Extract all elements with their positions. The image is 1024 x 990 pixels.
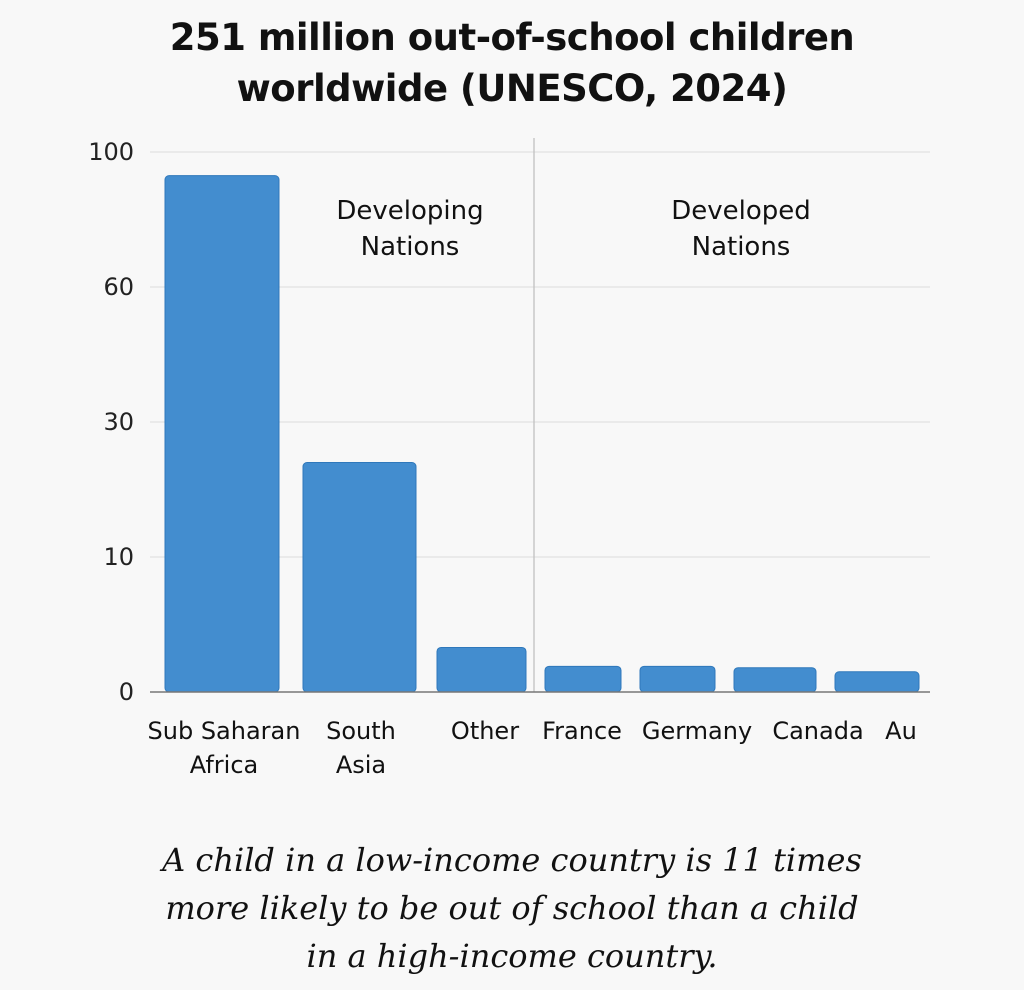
x-tick-label: Canada bbox=[772, 717, 864, 745]
bar bbox=[639, 665, 716, 693]
bar bbox=[302, 462, 417, 693]
annotation-developing: Developing Nations bbox=[336, 196, 484, 262]
y-tick-label: 60 bbox=[103, 273, 134, 301]
bar bbox=[436, 646, 527, 693]
x-tick-label: Germany bbox=[641, 717, 753, 745]
bar bbox=[733, 667, 817, 693]
y-tick-label: 0 bbox=[118, 678, 134, 706]
annotation-developed: Developed Nations bbox=[671, 196, 811, 262]
x-tick-label: Sub Saharan Africa bbox=[147, 717, 301, 779]
y-tick-label: 100 bbox=[88, 138, 134, 166]
x-tick-label: Other bbox=[450, 717, 520, 745]
x-tick-label: Au bbox=[885, 717, 917, 745]
bar bbox=[164, 175, 280, 693]
y-tick-label: 10 bbox=[103, 543, 134, 571]
x-tick-label: France bbox=[542, 717, 622, 745]
chart-title: 251 million out-of-school children world… bbox=[169, 16, 855, 110]
x-tick-label: South Asia bbox=[326, 717, 396, 779]
caption: A child in a low-income country is 11 ti… bbox=[162, 841, 862, 975]
bar bbox=[834, 671, 920, 693]
y-tick-label: 30 bbox=[103, 408, 134, 436]
bar bbox=[544, 665, 622, 693]
